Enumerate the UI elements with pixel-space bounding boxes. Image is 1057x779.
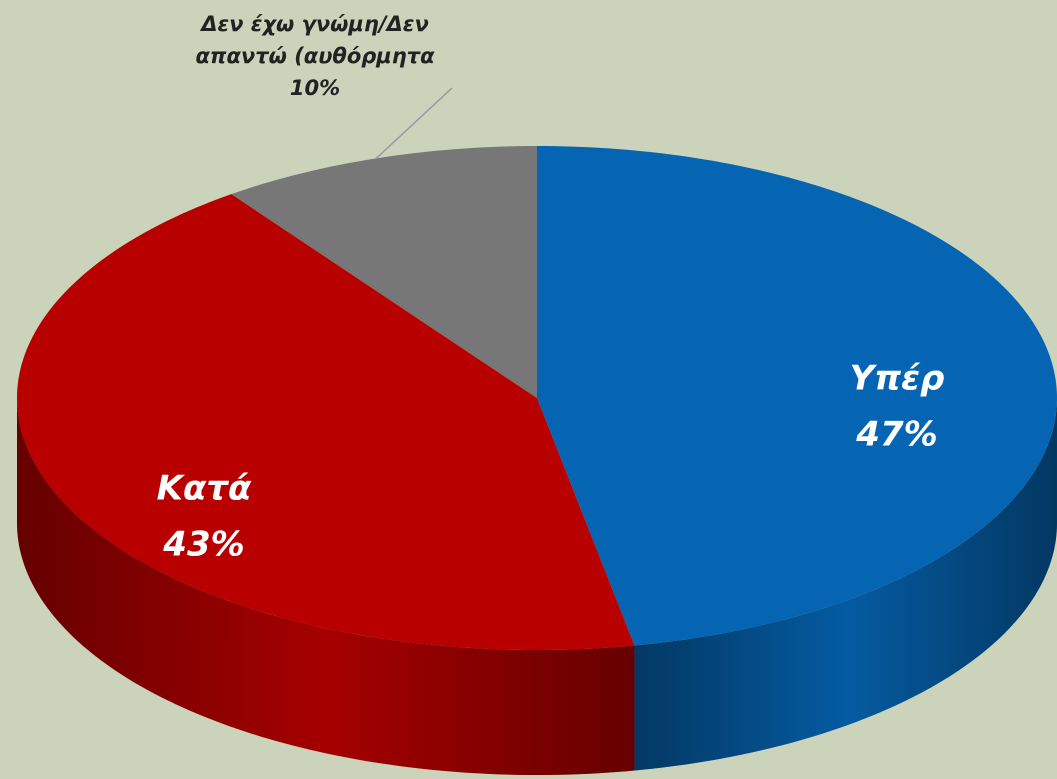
data-label-value: 43% — [162, 525, 244, 565]
slice-side-shade — [17, 398, 635, 775]
data-label-category: Δεν έχω γνώμη/Δεν απαντώ (αυθόρμητα — [195, 12, 435, 68]
outside-label: Δεν έχω γνώμη/Δεν απαντώ (αυθόρμητα 10% — [150, 8, 480, 104]
leader-line — [375, 87, 453, 159]
data-label-value: 10% — [289, 76, 341, 100]
slice — [17, 194, 635, 650]
slice — [231, 146, 537, 398]
slice-side-shade — [634, 398, 1057, 771]
slice — [537, 146, 1057, 646]
data-label-category: Υπέρ — [850, 359, 945, 399]
data-label-category: Κατά — [157, 469, 252, 509]
data-label-value: 47% — [855, 415, 937, 455]
